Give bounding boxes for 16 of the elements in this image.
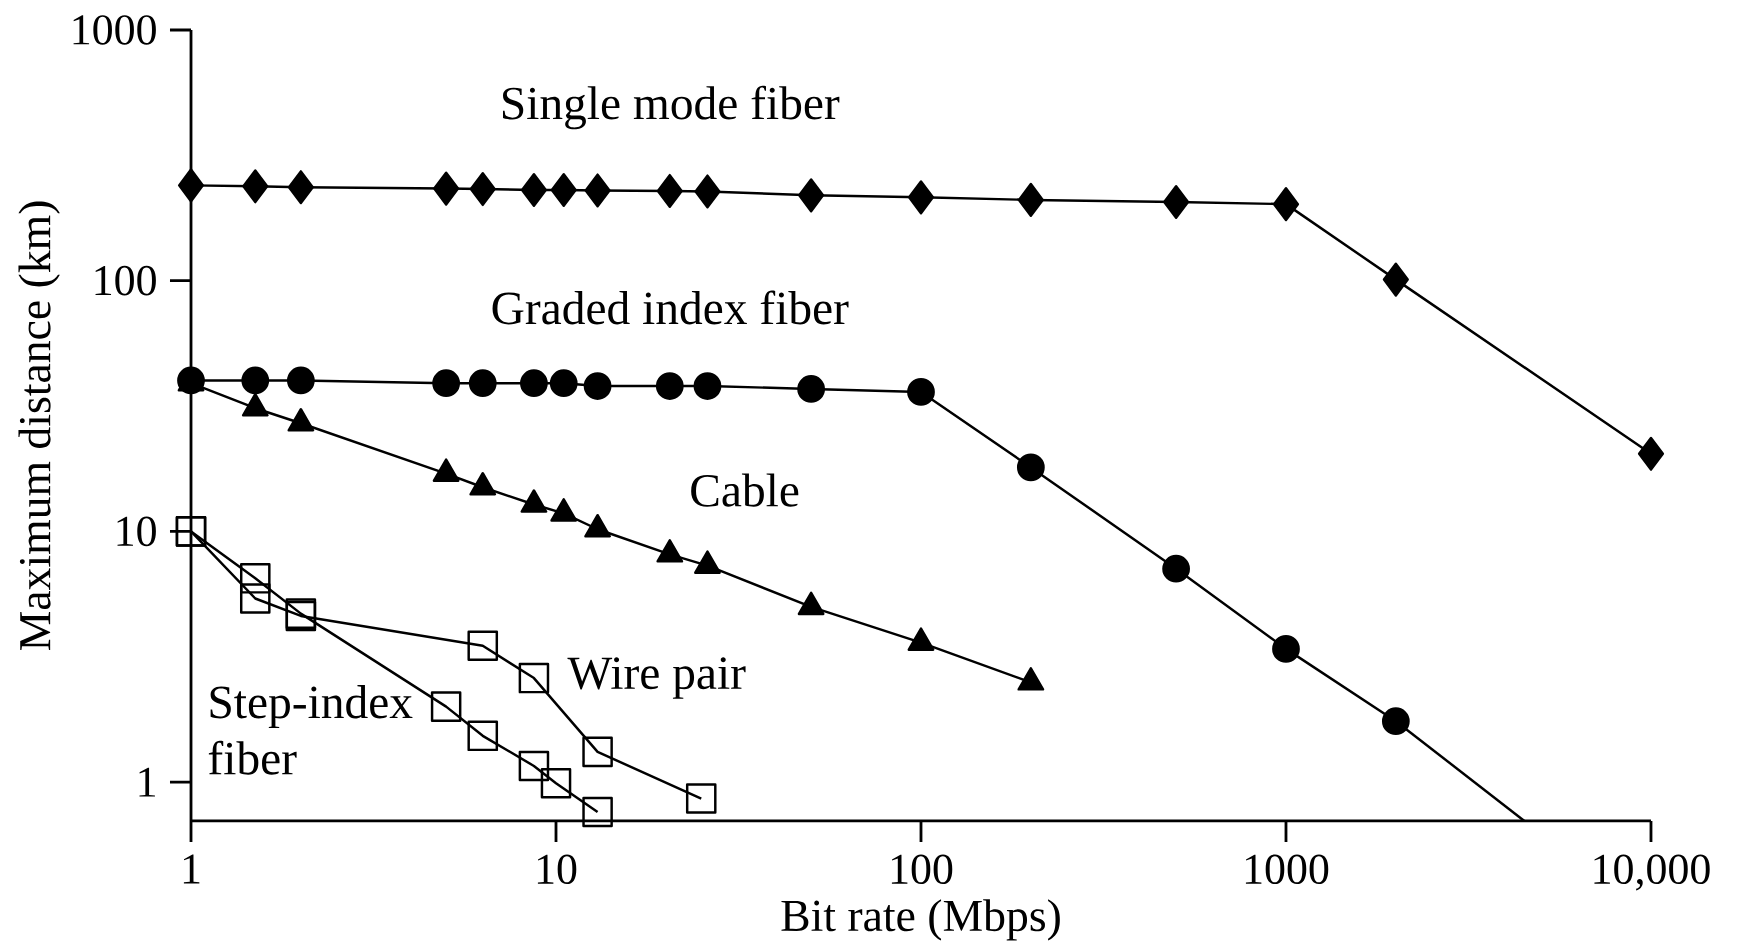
x-tick-label: 10,000 [1594,854,1710,891]
series-label: Step-index fiber [208,685,413,775]
x-axis-title: Bit rate (Mbps) [781,899,1060,941]
series-label: Single mode fiber [503,85,840,130]
series-label: Cable [691,473,799,507]
x-tick-label: 1 [183,854,200,884]
series-label: Wire pair [567,657,746,699]
y-tick-label: 1 [139,767,155,797]
x-tick-label: 10 [537,854,577,885]
y-tick-label: 100 [95,265,156,296]
x-tick-label: 100 [891,854,953,885]
y-axis-title: Maximum distance (km) [18,201,60,651]
y-tick-label: 10 [117,516,156,547]
series-label: Graded index fiber [492,290,849,325]
x-tick-label: 1000 [1245,854,1329,885]
y-tick-label: 1000 [73,15,156,45]
